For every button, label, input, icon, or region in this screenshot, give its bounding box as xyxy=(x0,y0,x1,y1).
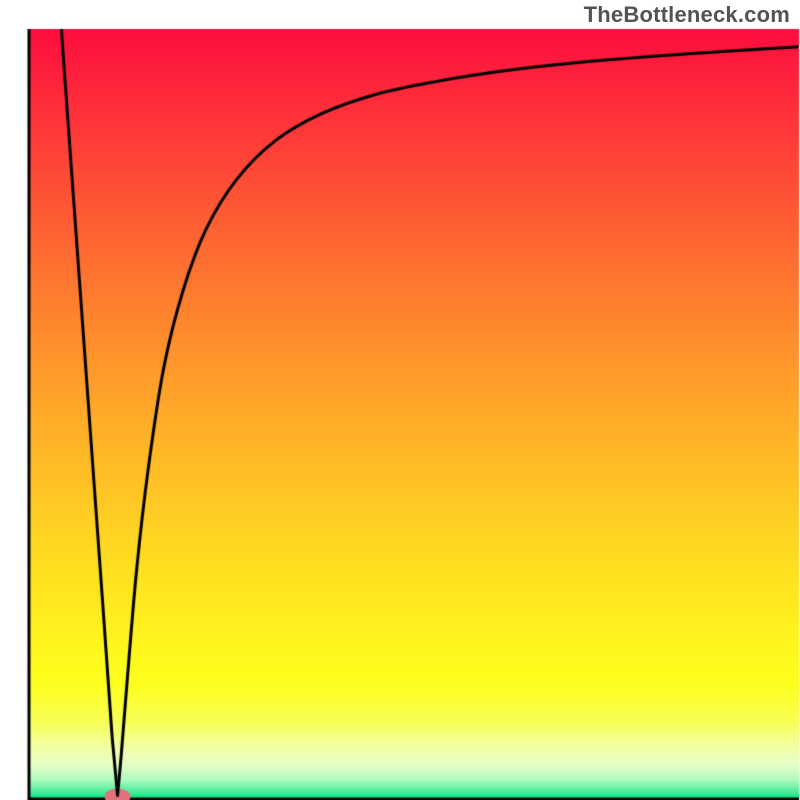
bottleneck-chart xyxy=(0,0,800,800)
chart-container: TheBottleneck.com xyxy=(0,0,800,800)
attribution-label: TheBottleneck.com xyxy=(584,2,790,28)
